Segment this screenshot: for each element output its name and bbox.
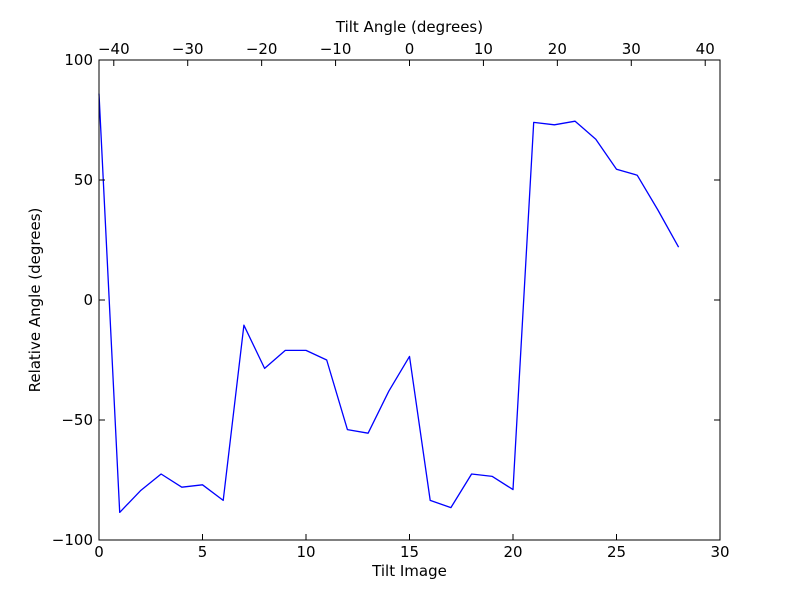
top-x-tick-label: 40 bbox=[696, 40, 715, 58]
y-tick-label: 50 bbox=[74, 171, 93, 189]
top-x-tick-label: −30 bbox=[172, 40, 204, 58]
x-tick-label: 10 bbox=[296, 543, 315, 561]
y-tick-label: −50 bbox=[61, 411, 93, 429]
series-line bbox=[98, 93, 680, 514]
top-x-axis-title: Tilt Angle (degrees) bbox=[335, 18, 483, 36]
x-tick-label: 20 bbox=[503, 543, 522, 561]
labels-layer: 0 5 10 15 20 25 30−40 −30 −20 −10 0 10 20 30 40−100−50… bbox=[52, 40, 730, 561]
top-x-tick-label: 0 bbox=[405, 40, 415, 58]
top-x-tick-label: −20 bbox=[246, 40, 278, 58]
top-x-tick-label: 10 bbox=[474, 40, 493, 58]
x-tick-label: 0 bbox=[94, 543, 104, 561]
y-tick-label: −100 bbox=[52, 531, 93, 549]
x-tick-label: 30 bbox=[710, 543, 729, 561]
plot-frame bbox=[98, 59, 721, 541]
y-tick-label: 0 bbox=[83, 291, 93, 309]
x-tick-label: 5 bbox=[198, 543, 208, 561]
series-layer bbox=[98, 93, 680, 514]
top-x-tick-label: −10 bbox=[320, 40, 352, 58]
x-axis-title: Tilt Image bbox=[371, 562, 447, 580]
y-axis-title: Relative Angle (degrees) bbox=[26, 208, 44, 393]
x-tick-label: 25 bbox=[607, 543, 626, 561]
top-x-tick-label: −40 bbox=[98, 40, 130, 58]
x-tick-label: 15 bbox=[400, 543, 419, 561]
top-x-tick-label: 30 bbox=[622, 40, 641, 58]
top-x-tick-label: 20 bbox=[548, 40, 567, 58]
y-tick-label: 100 bbox=[64, 51, 93, 69]
